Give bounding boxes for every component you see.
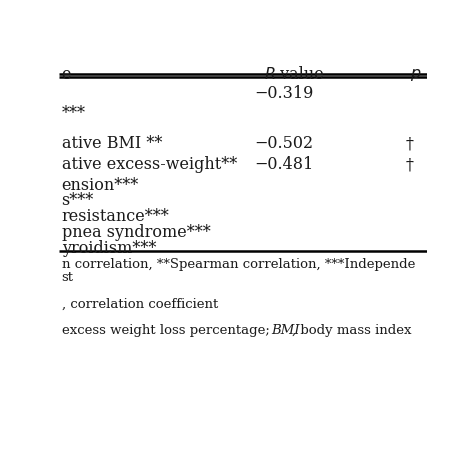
- Text: , correlation coefficient: , correlation coefficient: [62, 298, 218, 311]
- Text: †: †: [406, 156, 413, 173]
- Text: $\mathit{R}$: $\mathit{R}$: [264, 66, 275, 83]
- Text: −0.319: −0.319: [255, 84, 314, 101]
- Text: −0.481: −0.481: [255, 156, 314, 173]
- Text: pnea syndrome***: pnea syndrome***: [62, 224, 210, 241]
- Text: ative excess-weight**: ative excess-weight**: [62, 156, 237, 173]
- Text: st: st: [62, 271, 73, 284]
- Text: excess weight loss percentage;: excess weight loss percentage;: [62, 324, 273, 337]
- Text: n correlation, **Spearman correlation, ***Independe: n correlation, **Spearman correlation, *…: [62, 258, 415, 271]
- Text: e: e: [62, 66, 71, 83]
- Text: resistance***: resistance***: [62, 208, 169, 225]
- Text: BMI: BMI: [272, 324, 300, 337]
- Text: ative BMI **: ative BMI **: [62, 136, 162, 153]
- Text: ension***: ension***: [62, 177, 139, 194]
- Text: yroidism***: yroidism***: [62, 240, 156, 257]
- Text: ***: ***: [62, 105, 86, 122]
- Text: , body mass index: , body mass index: [292, 324, 411, 337]
- Text: †: †: [406, 136, 413, 153]
- Text: value: value: [275, 66, 324, 83]
- Text: −0.502: −0.502: [255, 136, 314, 153]
- Text: s***: s***: [62, 192, 94, 210]
- Text: $\mathit{p}$: $\mathit{p}$: [410, 66, 421, 83]
